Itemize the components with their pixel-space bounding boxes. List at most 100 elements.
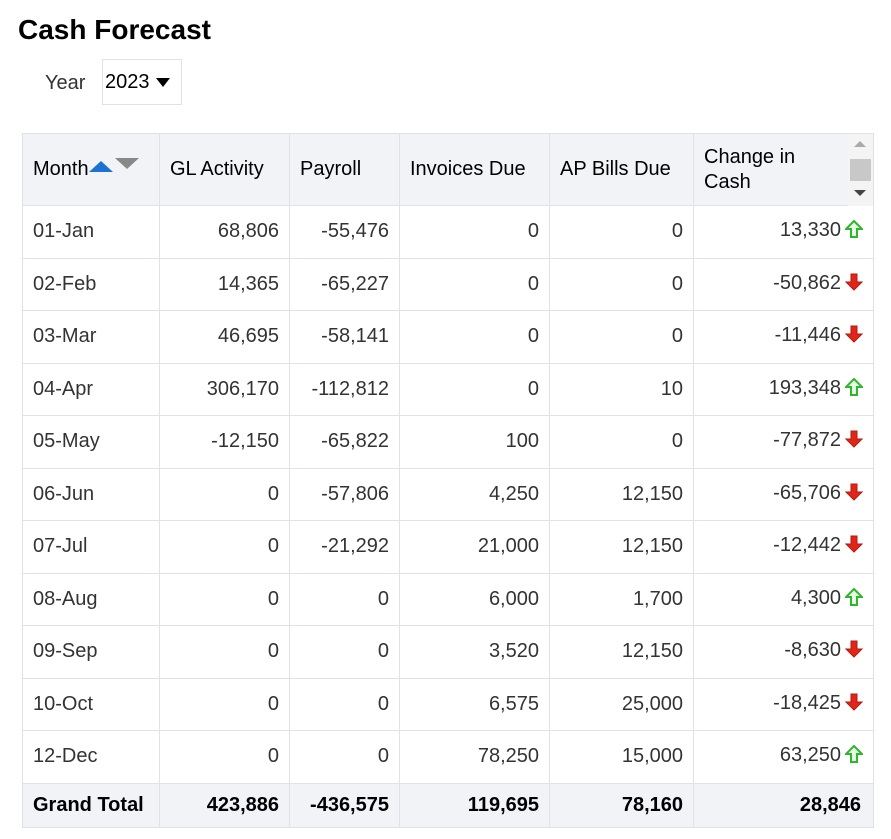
cell-payroll: -112,812 xyxy=(289,362,400,416)
sort-descending-icon[interactable] xyxy=(114,158,139,169)
cell-value: 04-Apr xyxy=(33,377,94,400)
cell-ap-bills-due: 12,150 xyxy=(549,520,694,574)
cell-value: 0 xyxy=(377,640,389,663)
cell-value: 6,575 xyxy=(488,692,539,715)
cell-change-in-cash: -77,872 xyxy=(693,415,874,469)
cell-month: 08-Aug xyxy=(22,572,160,626)
cell-gl-activity: 0 xyxy=(159,677,290,731)
cell-value: 21,000 xyxy=(477,535,539,558)
cell-payroll: -57,806 xyxy=(289,467,400,521)
arrow-down-icon xyxy=(844,535,864,559)
cell-invoices-due: 6,000 xyxy=(399,572,550,626)
cell-value: 100 xyxy=(505,430,539,453)
cell-invoices-due: 0 xyxy=(399,362,550,416)
cell-change-in-cash: -11,446 xyxy=(693,310,874,364)
cell-value: 12-Dec xyxy=(33,745,98,768)
cell-gl-activity: 14,365 xyxy=(159,257,290,311)
arrow-down-icon xyxy=(844,325,864,349)
cell-value: 0 xyxy=(377,587,389,610)
cell-month: 05-May xyxy=(22,415,160,469)
table-row: 01-Jan 68,806 -55,476 0 0 13,330 xyxy=(22,205,874,259)
arrow-down-icon xyxy=(844,640,864,664)
cell-month: 06-Jun xyxy=(22,467,160,521)
cell-month: 10-Oct xyxy=(22,677,160,731)
cell-gl-activity: 0 xyxy=(159,520,290,574)
column-header-gl-activity[interactable]: GL Activity xyxy=(159,133,290,206)
cell-value: 0 xyxy=(527,325,539,348)
cell-value: 0 xyxy=(527,220,539,243)
scroll-up-icon[interactable] xyxy=(854,141,866,147)
cash-forecast-table: Month GL Activity Payroll Invoices Due A… xyxy=(22,133,874,828)
table-row: 08-Aug 0 0 6,000 1,700 4,300 xyxy=(22,572,874,626)
cell-value: -18,425 xyxy=(773,691,841,714)
table-row: 09-Sep 0 0 3,520 12,150 -8,630 xyxy=(22,625,874,679)
total-gl-activity: 423,886 xyxy=(159,782,290,828)
cell-payroll: 0 xyxy=(289,730,400,784)
cell-value: 01-Jan xyxy=(33,220,95,243)
cell-ap-bills-due: 25,000 xyxy=(549,677,694,731)
cell-payroll: 0 xyxy=(289,625,400,679)
total-change-in-cash: 28,846 xyxy=(693,782,874,828)
cell-value: 03-Mar xyxy=(33,325,97,348)
scroll-down-icon[interactable] xyxy=(854,190,866,196)
cell-change-in-cash: 63,250 xyxy=(693,730,874,784)
cell-value: -21,292 xyxy=(321,535,389,558)
page-title: Cash Forecast xyxy=(18,14,211,45)
cell-value: 25,000 xyxy=(621,692,683,715)
cell-value: 0 xyxy=(527,272,539,295)
cell-payroll: -58,141 xyxy=(289,310,400,364)
scrollbar[interactable] xyxy=(848,134,873,206)
column-header-change-in-cash[interactable]: Change in Cash xyxy=(693,133,874,206)
cell-value: 0 xyxy=(671,430,683,453)
sort-ascending-icon[interactable] xyxy=(88,161,113,172)
column-header-payroll[interactable]: Payroll xyxy=(289,133,400,206)
cell-ap-bills-due: 0 xyxy=(549,205,694,259)
arrow-down-icon xyxy=(844,430,864,454)
cell-value: -112,812 xyxy=(311,377,389,400)
year-value: 2023 xyxy=(105,70,150,93)
table-row: 07-Jul 0 -21,292 21,000 12,150 -12,442 xyxy=(22,520,874,574)
cell-ap-bills-due: 15,000 xyxy=(549,730,694,784)
column-header-invoices-due[interactable]: Invoices Due xyxy=(399,133,550,206)
cell-value: 6,000 xyxy=(488,587,539,610)
cell-value: 12,150 xyxy=(621,482,683,505)
cell-value: 05-May xyxy=(33,430,100,453)
table-row: 12-Dec 0 0 78,250 15,000 63,250 xyxy=(22,730,874,784)
cell-value: 08-Aug xyxy=(33,587,98,610)
cell-value: 09-Sep xyxy=(33,640,98,663)
cell-value: 0 xyxy=(267,482,279,505)
cell-value: 0 xyxy=(267,745,279,768)
cell-value: 15,000 xyxy=(621,745,683,768)
cell-value: 0 xyxy=(671,220,683,243)
cell-ap-bills-due: 12,150 xyxy=(549,467,694,521)
cell-value: 0 xyxy=(671,272,683,295)
cell-value: 4,250 xyxy=(488,482,539,505)
arrow-down-icon xyxy=(844,693,864,717)
cell-value: 63,250 xyxy=(779,744,841,767)
cell-payroll: 0 xyxy=(289,572,400,626)
column-header-ap-bills-due[interactable]: AP Bills Due xyxy=(549,133,694,206)
cell-value: -12,442 xyxy=(773,534,841,557)
cell-invoices-due: 0 xyxy=(399,310,550,364)
cell-value: 0 xyxy=(671,325,683,348)
total-invoices-due: 119,695 xyxy=(399,782,550,828)
cell-invoices-due: 6,575 xyxy=(399,677,550,731)
cell-invoices-due: 21,000 xyxy=(399,520,550,574)
cell-invoices-due: 78,250 xyxy=(399,730,550,784)
table-row: 02-Feb 14,365 -65,227 0 0 -50,862 xyxy=(22,257,874,311)
cell-value: 0 xyxy=(377,692,389,715)
year-select[interactable]: 2023 xyxy=(102,59,182,105)
cell-value: -57,806 xyxy=(321,482,389,505)
arrow-up-icon xyxy=(843,219,865,244)
scroll-thumb[interactable] xyxy=(850,159,871,181)
column-header-month[interactable]: Month xyxy=(22,133,160,206)
cell-gl-activity: 68,806 xyxy=(159,205,290,259)
cell-value: -65,227 xyxy=(321,272,389,295)
cell-change-in-cash: -50,862 xyxy=(693,257,874,311)
cell-change-in-cash: -65,706 xyxy=(693,467,874,521)
cell-invoices-due: 100 xyxy=(399,415,550,469)
cell-ap-bills-due: 0 xyxy=(549,415,694,469)
cell-change-in-cash: -18,425 xyxy=(693,677,874,731)
cell-value: 0 xyxy=(267,640,279,663)
total-month: Grand Total xyxy=(22,782,160,828)
